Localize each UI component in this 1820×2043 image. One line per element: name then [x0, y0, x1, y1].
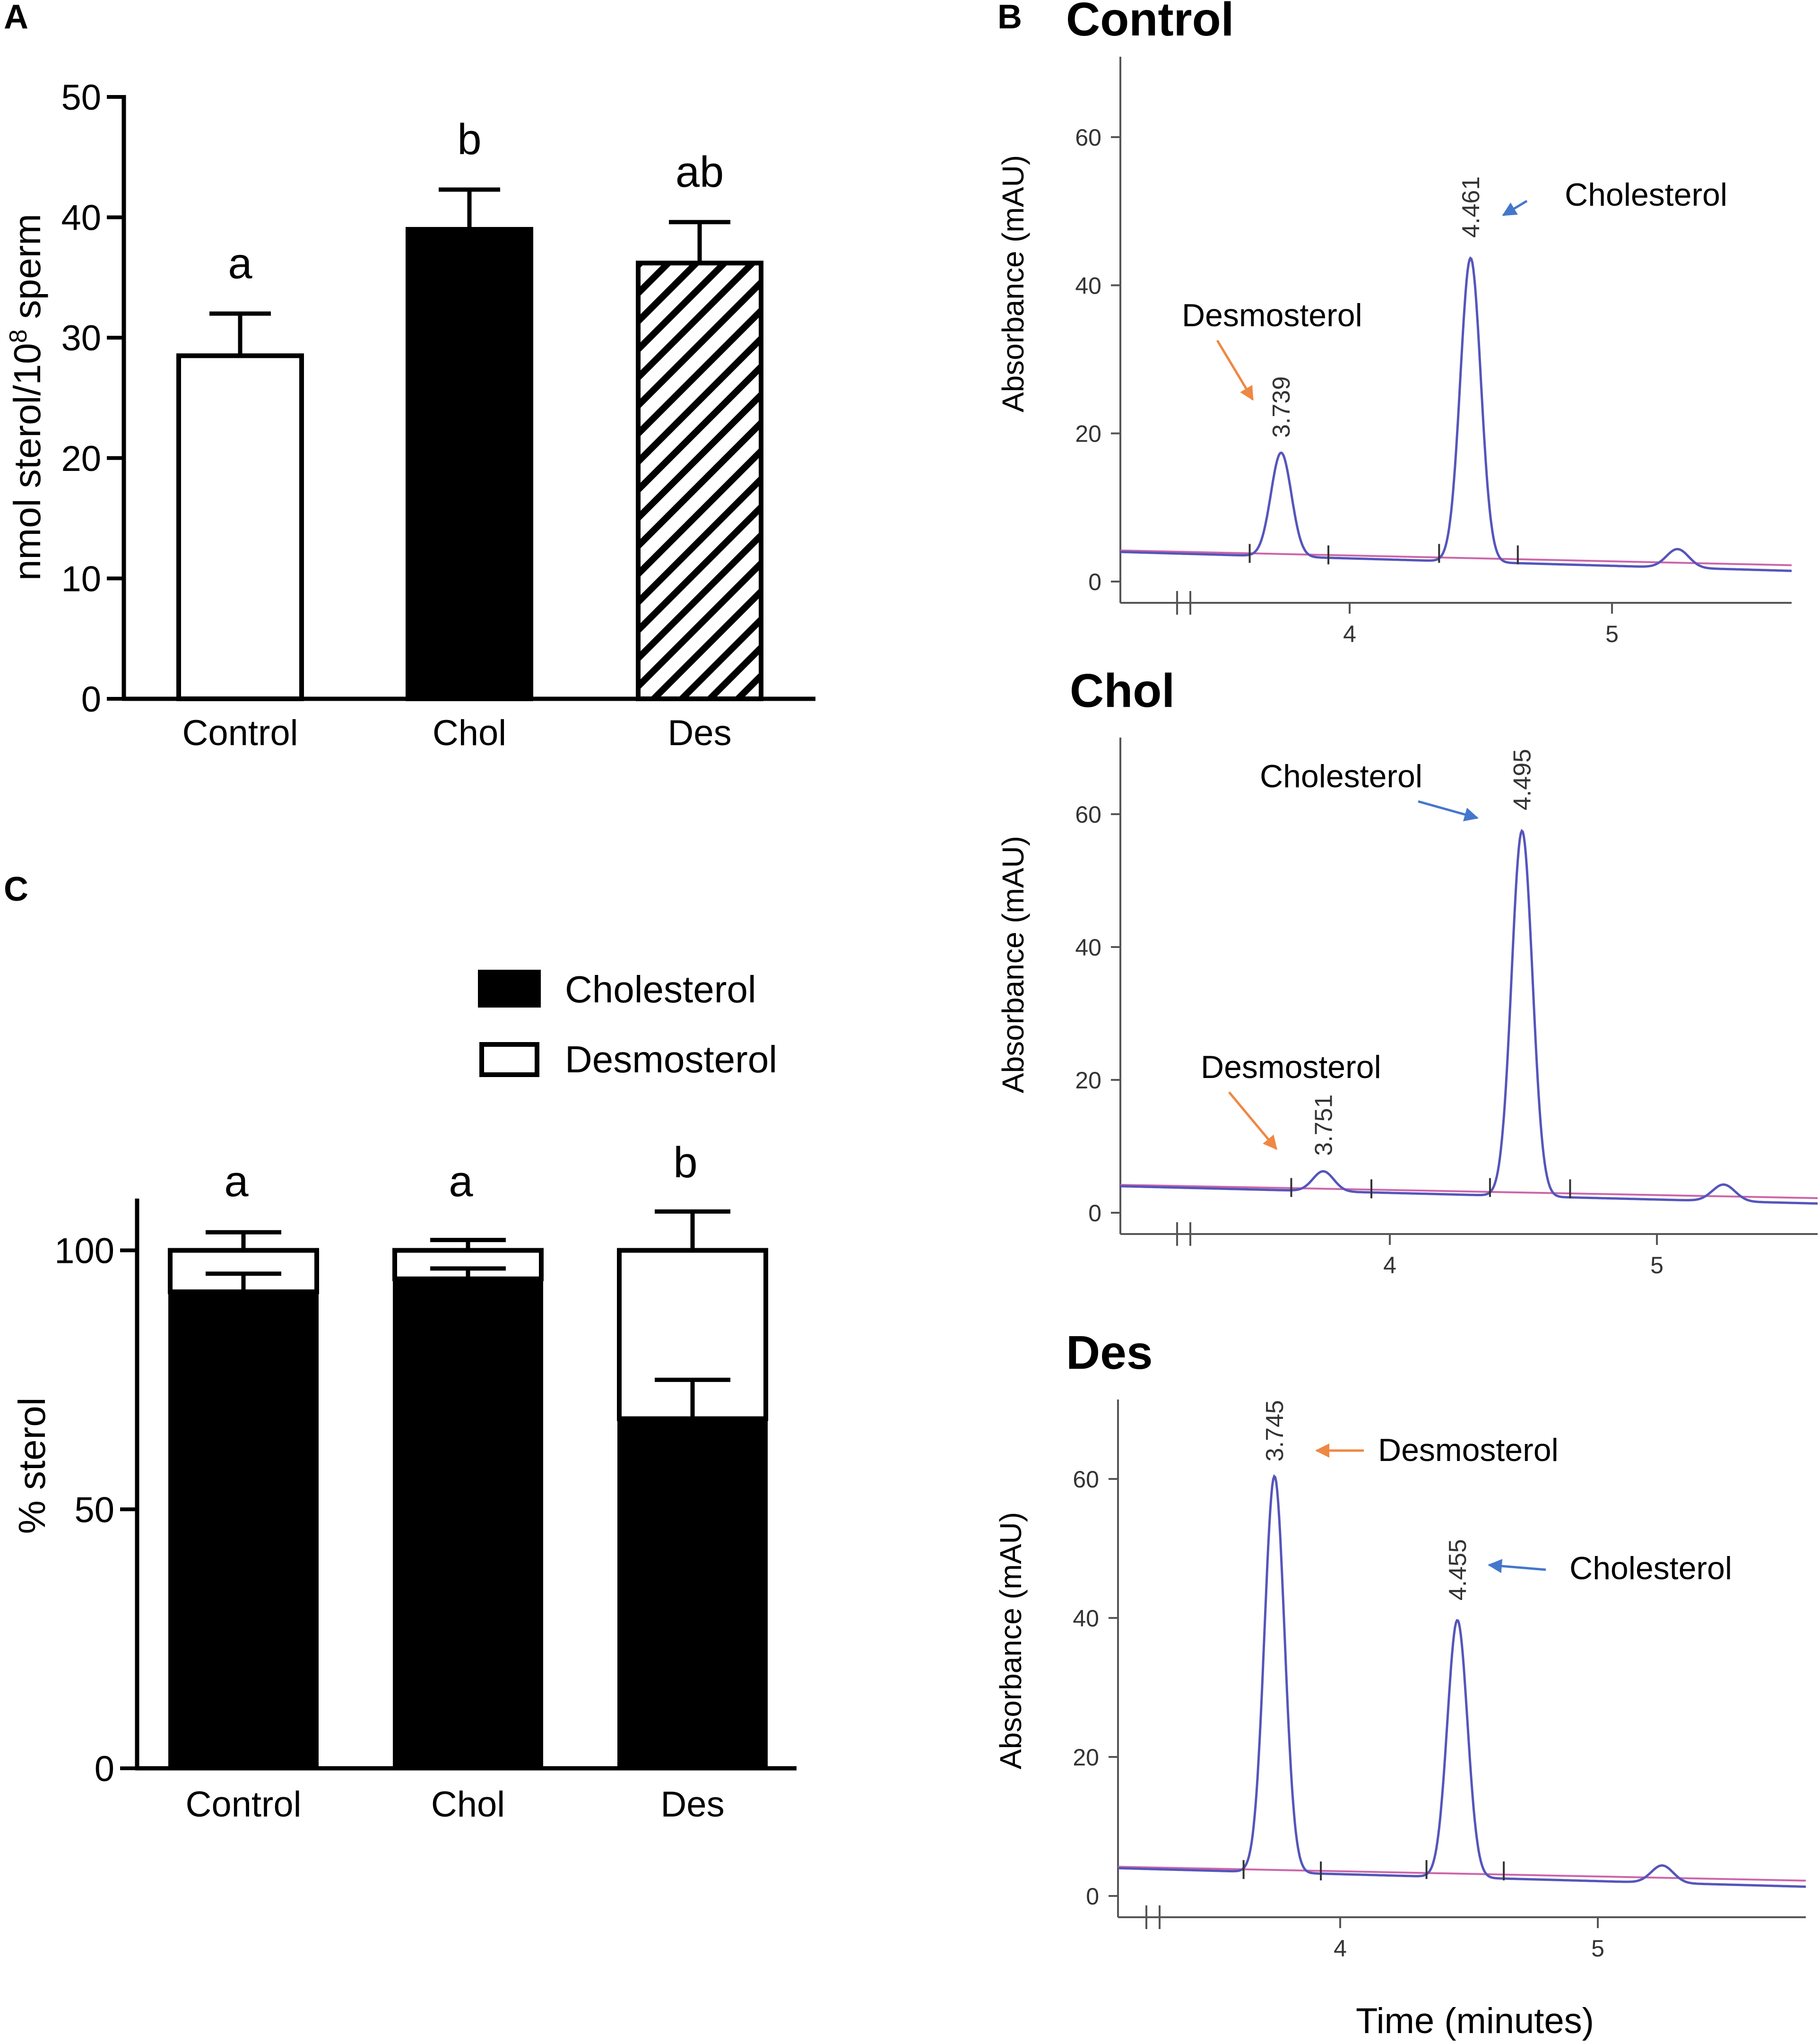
chromatogram-title: Des: [1066, 1326, 1153, 1379]
chromatogram-y-axis-label: Absorbance (mAU): [996, 155, 1030, 412]
panel-a-y-tick-label: 20: [61, 439, 101, 479]
panel-a-y-tick-label: 40: [61, 198, 101, 238]
panel-c-significance-letter: b: [673, 1139, 697, 1187]
chromatogram-x-tick-label: 4: [1383, 1252, 1396, 1278]
panel-a-bar-control: [176, 353, 304, 701]
annotation-cholesterol: Cholesterol: [1260, 758, 1422, 794]
chromatogram-y-axis-label: Absorbance (mAU): [996, 836, 1030, 1093]
panel-a-x-tick-label: Des: [667, 713, 731, 753]
panel-a-significance-letter: ab: [676, 148, 724, 196]
annotation-desmosterol: Desmosterol: [1182, 297, 1362, 333]
annotation-arrow: [1502, 200, 1528, 217]
chromatogram-x-tick-label: 5: [1650, 1252, 1664, 1278]
panel-c-x-tick-label: Control: [186, 1784, 302, 1825]
peak-retention-label: 3.751: [1310, 1095, 1337, 1156]
legend-label-desmosterol: Desmosterol: [565, 1038, 777, 1080]
panel-c-y-tick-label: 0: [95, 1749, 114, 1789]
peak-retention-label: 4.455: [1444, 1539, 1472, 1600]
annotation-arrow: [1228, 1091, 1277, 1150]
chromatogram-trace: [1118, 1474, 1806, 1888]
panel-c-legend: Cholesterol Desmosterol: [478, 968, 777, 1080]
chromatogram-y-tick-label: 0: [1088, 1200, 1101, 1226]
chromatogram-y-tick-label: 0: [1088, 569, 1101, 595]
panel-c-significance-letter: a: [224, 1157, 249, 1206]
panel-letter-a: A: [4, 0, 28, 36]
chromatogram-title: Chol: [1070, 664, 1175, 717]
annotation-arrow: [1488, 1559, 1546, 1574]
panel-c-x-tick-label: Chol: [431, 1784, 505, 1825]
legend-swatch-cholesterol: [478, 970, 541, 1008]
panel-c-y-tick-label: 50: [74, 1490, 114, 1530]
panel-a-x-tick-label: Control: [182, 713, 298, 753]
annotation-arrow: [1216, 339, 1254, 401]
chromatogram-trace: [1120, 256, 1792, 572]
panel-c-bar-cholesterol-control: [168, 1290, 319, 1771]
panel-a-bar-chol: [406, 227, 533, 701]
peak-retention-label: 4.495: [1509, 749, 1536, 810]
chromatogram-y-tick-label: 40: [1075, 272, 1101, 299]
peak-retention-label: 3.739: [1268, 376, 1295, 438]
annotation-cholesterol: Cholesterol: [1569, 1550, 1732, 1586]
chromatogram-x-tick-label: 4: [1334, 1935, 1347, 1962]
chromatogram-x-tick-label: 5: [1605, 621, 1619, 647]
panel-a-labels: Control a Chol b Des ab: [182, 115, 732, 753]
chromatogram-baseline: [1118, 1866, 1806, 1882]
chromatogram-y-tick-label: 40: [1075, 934, 1101, 961]
chromatogram-title: Control: [1066, 0, 1234, 46]
panel-a-x-tick-label: Chol: [433, 713, 506, 753]
chromatogram-y-tick-label: 40: [1073, 1605, 1099, 1632]
chromatogram-y-tick-label: 20: [1073, 1744, 1099, 1771]
panel-a-bars: [176, 187, 763, 701]
chromatogram-y-tick-label: 60: [1073, 1466, 1099, 1493]
panel-c-y-axis-label: % sterol: [11, 1398, 53, 1534]
panel-a-y-tick-label: 50: [61, 78, 101, 118]
chromatogram-control: Control Absorbance (mAU) 0 20 40 60 4 5 3.739 4.4…: [996, 0, 1792, 647]
panel-c-stacked-bar-chart: 0 50 100 Control a Chol a Des b % sterol Choles…: [11, 968, 797, 1825]
chromatogram-baseline: [1120, 1183, 1818, 1200]
panel-c-bar-cholesterol-chol: [393, 1277, 543, 1770]
peak-retention-label: 4.461: [1457, 176, 1485, 238]
panel-c-bar-cholesterol-des: [617, 1417, 768, 1770]
annotation-desmosterol: Desmosterol: [1201, 1049, 1381, 1085]
panel-a-y-tick-label: 0: [81, 679, 101, 720]
panel-a-bar-chart: 0 10 20 30 40 50 Control a Chol b Des ab nmol ster…: [5, 78, 815, 753]
chromatogram-y-tick-label: 20: [1075, 1067, 1101, 1094]
panel-a-y-axis-label: nmol sterol/108 sperm: [5, 214, 48, 581]
panel-b-x-axis-label: Time (minutes): [1356, 2001, 1594, 2041]
panel-a-y-tick-label: 30: [61, 318, 101, 358]
legend-label-cholesterol: Cholesterol: [565, 968, 756, 1010]
panel-a-bar-des: [636, 261, 763, 701]
chromatogram-y-tick-label: 60: [1075, 124, 1101, 151]
chromatogram-y-tick-label: 0: [1086, 1883, 1099, 1910]
chromatogram-x-tick-label: 5: [1591, 1935, 1604, 1962]
panel-letter-c: C: [4, 870, 28, 908]
chromatogram-chol: Chol Absorbance (mAU) 0 20 40 60 4 5 3.751 4.495 C…: [996, 664, 1818, 1278]
panel-c-y-tick-label: 100: [54, 1231, 114, 1271]
annotation-desmosterol: Desmosterol: [1378, 1432, 1559, 1468]
chromatogram-x-tick-label: 4: [1343, 621, 1356, 647]
chromatogram-y-tick-label: 20: [1075, 421, 1101, 447]
chromatogram-baseline: [1120, 549, 1792, 566]
chromatogram-trace: [1120, 829, 1818, 1205]
panel-c-bars: [168, 1209, 768, 1771]
panel-c-significance-letter: a: [449, 1157, 473, 1206]
peak-retention-label: 3.745: [1261, 1400, 1289, 1461]
panel-letter-b: B: [997, 0, 1022, 36]
panel-c-x-tick-label: Des: [660, 1784, 724, 1825]
panel-c-labels: Control a Chol a Des b: [186, 1139, 725, 1825]
legend-swatch-desmosterol: [479, 1042, 539, 1077]
panel-a-significance-letter: b: [457, 115, 481, 164]
chromatogram-y-tick-label: 60: [1075, 801, 1101, 828]
chromatogram-des: Des Absorbance (mAU) 0 20 40 60 4 5 3.745 4.455 De…: [994, 1326, 1806, 1962]
panel-a-significance-letter: a: [228, 239, 252, 287]
annotation-arrow: [1418, 800, 1479, 822]
panel-a-y-tick-label: 10: [61, 559, 101, 599]
chromatogram-y-axis-label: Absorbance (mAU): [994, 1512, 1028, 1769]
annotation-cholesterol: Cholesterol: [1565, 177, 1727, 213]
